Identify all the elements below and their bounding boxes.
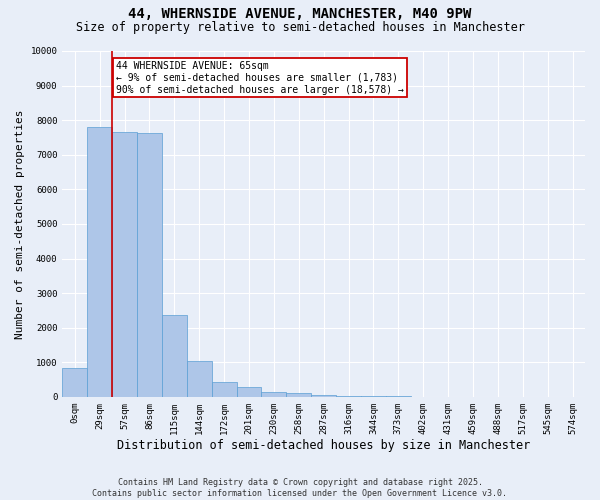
Y-axis label: Number of semi-detached properties: Number of semi-detached properties	[15, 109, 25, 338]
Text: Contains HM Land Registry data © Crown copyright and database right 2025.
Contai: Contains HM Land Registry data © Crown c…	[92, 478, 508, 498]
Text: 44, WHERNSIDE AVENUE, MANCHESTER, M40 9PW: 44, WHERNSIDE AVENUE, MANCHESTER, M40 9P…	[128, 8, 472, 22]
Bar	[311, 395, 336, 397]
Bar	[137, 134, 162, 397]
Bar	[262, 392, 286, 397]
Bar	[187, 360, 212, 397]
Text: Size of property relative to semi-detached houses in Manchester: Size of property relative to semi-detach…	[76, 21, 524, 34]
Bar	[62, 368, 87, 397]
Bar	[112, 132, 137, 397]
Bar	[162, 314, 187, 397]
Bar	[87, 127, 112, 397]
Bar	[236, 388, 262, 397]
X-axis label: Distribution of semi-detached houses by size in Manchester: Distribution of semi-detached houses by …	[117, 440, 530, 452]
Bar	[336, 396, 361, 397]
Bar	[212, 382, 236, 397]
Bar	[286, 393, 311, 397]
Bar	[361, 396, 386, 397]
Text: 44 WHERNSIDE AVENUE: 65sqm
← 9% of semi-detached houses are smaller (1,783)
90% : 44 WHERNSIDE AVENUE: 65sqm ← 9% of semi-…	[116, 62, 404, 94]
